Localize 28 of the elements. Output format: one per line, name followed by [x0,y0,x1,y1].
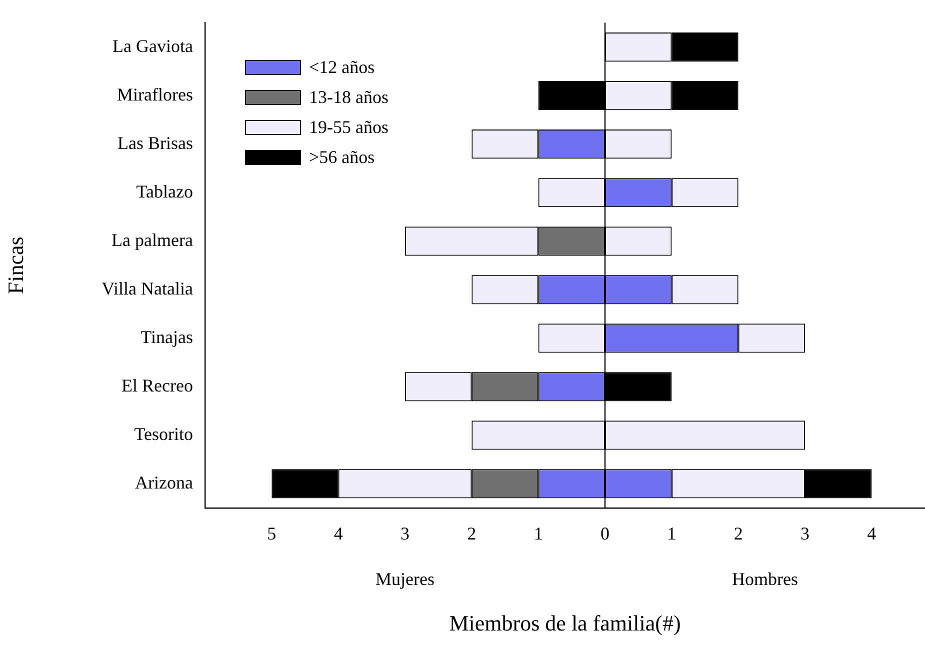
y-tick-label: Tesorito [134,424,193,444]
y-tick-label: Las Brisas [118,132,193,153]
x-tick-label: 0 [600,524,610,544]
x-tick-label: 3 [400,524,410,544]
x-tick-label: 4 [334,524,343,544]
legend-label: >56 años [309,146,375,169]
y-tick-label: El Recreo [122,375,193,396]
y-axis-title: Fincas [2,236,28,294]
x-tick-label: 1 [667,524,676,544]
x-tick-label: 5 [267,524,276,544]
y-tick-label: La Gaviota [112,36,194,56]
legend-label: <12 años [309,56,375,79]
y-tick-label: Villa Natalia [102,278,193,298]
text: Hombres [732,569,798,589]
y-tick-label: Arizona [135,472,193,492]
legend-label: 13-18 años [309,86,388,109]
y-tick-label: Tablazo [136,181,193,202]
x-tick-label: 2 [734,524,743,544]
text: Mujeres [376,569,434,589]
x-tick-label: 3 [800,524,810,544]
y-tick-label: Miraflores [117,84,193,104]
y-tick-label: La palmera [112,230,194,250]
x-tick-label: 2 [467,524,476,544]
legend-label: 19-55 años [309,116,388,139]
y-tick-label: Tinajas [140,326,193,347]
x-tick-label: 4 [867,524,876,544]
x-axis-title: Miembros de la familia(#) [449,610,681,636]
x-tick-label: 1 [534,524,543,544]
